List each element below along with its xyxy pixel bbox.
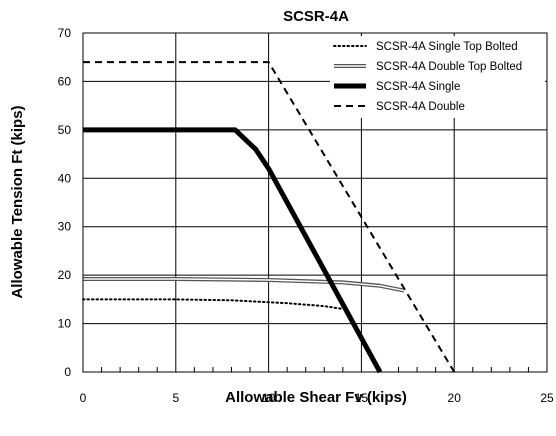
- y-tick-label: 50: [58, 123, 72, 137]
- x-tick-label: 20: [448, 391, 462, 405]
- x-tick-label: 5: [172, 391, 179, 405]
- y-tick-label: 60: [58, 74, 72, 88]
- legend-item-scsr-4a-single-top-bolted: SCSR-4A Single Top Bolted: [333, 41, 518, 53]
- axis-ticks: 0 5 10 15 20 25 0 10 20 30 40 50 60 70: [58, 26, 554, 405]
- legend-background: [330, 36, 545, 118]
- y-axis-label: Allowable Tension Ft (kips): [9, 105, 26, 298]
- legend-item-scsr-4a-double-top-bolted: SCSR-4A Double Top Bolted: [334, 61, 522, 73]
- series-layer: [82, 61, 456, 374]
- series-scsr-4a-double-top-bolted: [83, 277, 405, 293]
- x-axis-label: Allowable Shear Fv (kips): [225, 389, 407, 406]
- legend: SCSR-4A Single Top Bolted SCSR-4A Double …: [330, 36, 545, 118]
- y-tick-label: 70: [58, 26, 72, 40]
- legend-label: SCSR-4A Double: [376, 101, 465, 113]
- x-tick-label: 15: [355, 391, 369, 405]
- legend-item-scsr-4a-single: SCSR-4A Single: [334, 81, 460, 93]
- x-tick-label: 25: [540, 391, 554, 405]
- legend-label: SCSR-4A Single Top Bolted: [376, 41, 518, 53]
- y-tick-label: 0: [64, 365, 71, 379]
- series-scsr-4a-double-top-bolted-inner: [83, 278, 405, 292]
- chart-title: SCSR-4A: [283, 8, 349, 25]
- legend-label: SCSR-4A Double Top Bolted: [376, 61, 522, 73]
- x-tick-label: 0: [80, 391, 87, 405]
- series-scsr-4a-double: [83, 61, 456, 373]
- series-scsr-4a-single: [83, 127, 383, 374]
- legend-item-scsr-4a-double: SCSR-4A Double: [334, 101, 465, 113]
- legend-label: SCSR-4A Single: [376, 81, 460, 93]
- y-tick-label: 10: [58, 317, 72, 331]
- series-scsr-4a-single-top-bolted: [82, 298, 344, 310]
- y-tick-label: 30: [58, 220, 72, 234]
- y-tick-label: 20: [58, 268, 72, 282]
- y-tick-label: 40: [58, 171, 72, 185]
- plot-frame: [82, 32, 548, 373]
- x-tick-label: 10: [262, 391, 276, 405]
